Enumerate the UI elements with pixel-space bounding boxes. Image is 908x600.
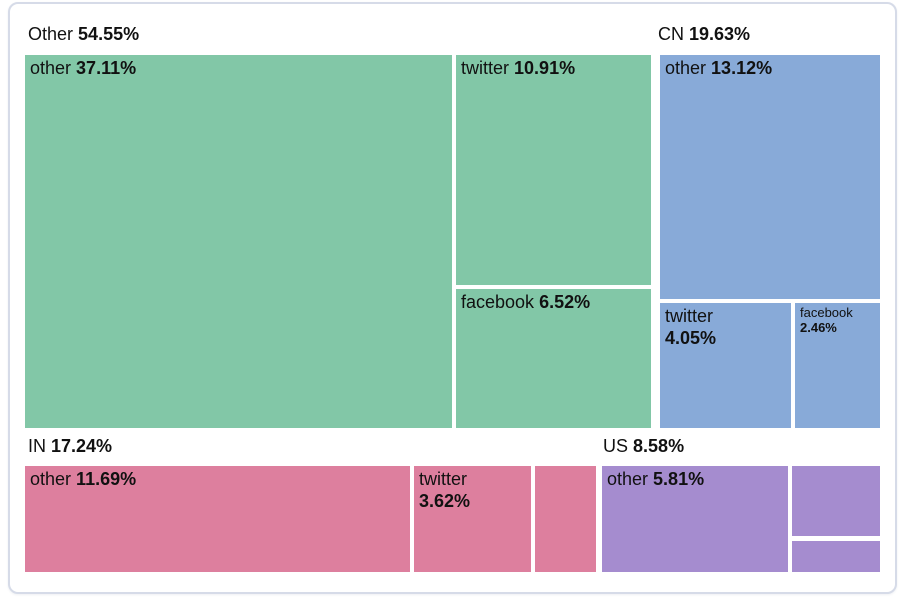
group-value: 8.58% <box>633 436 685 456</box>
group-value: 19.63% <box>689 24 751 44</box>
cell-cn-twitter[interactable]: twitter 4.05% <box>660 303 791 428</box>
cell-value: 10.91% <box>514 58 576 78</box>
cell-value: 11.69% <box>76 469 137 489</box>
cell-label: twitter <box>665 306 714 326</box>
cell-label: other <box>607 469 649 489</box>
cell-label: facebook <box>461 292 535 312</box>
cell-cn-facebook[interactable]: facebook 2.46% <box>795 303 880 428</box>
group-name: US <box>603 436 629 456</box>
cell-value: 3.62% <box>419 491 471 511</box>
cell-in-other[interactable]: other 11.69% <box>25 466 410 572</box>
cell-value: 37.11% <box>76 58 137 78</box>
cell-value: 5.81% <box>653 469 705 489</box>
cell-value: 13.12% <box>711 58 773 78</box>
cell-in-unlabeled[interactable] <box>535 466 596 572</box>
cell-value: 6.52% <box>539 292 591 312</box>
cell-label: other <box>30 58 72 78</box>
group-name: CN <box>658 24 684 44</box>
group-name: Other <box>28 24 74 44</box>
cell-label: twitter <box>419 469 468 489</box>
cell-label: twitter <box>461 58 510 78</box>
cell-other-other[interactable]: other 37.11% <box>25 55 452 428</box>
cell-label: other <box>30 469 72 489</box>
cell-other-twitter[interactable]: twitter 10.91% <box>456 55 651 285</box>
group-label-in: IN 17.24% <box>28 436 112 456</box>
cell-label: other <box>665 58 707 78</box>
cell-label: facebook <box>800 305 853 320</box>
cell-cn-other[interactable]: other 13.12% <box>660 55 880 299</box>
cell-us-unlabeled-2[interactable] <box>792 541 880 572</box>
group-label-cn: CN 19.63% <box>658 24 750 44</box>
cell-other-facebook[interactable]: facebook 6.52% <box>456 289 651 428</box>
group-value: 54.55% <box>78 24 140 44</box>
group-label-us: US 8.58% <box>603 436 684 456</box>
cell-value: 4.05% <box>665 328 717 348</box>
cell-in-twitter[interactable]: twitter 3.62% <box>414 466 531 572</box>
group-name: IN <box>28 436 46 456</box>
group-value: 17.24% <box>51 436 113 456</box>
cell-us-unlabeled-1[interactable] <box>792 466 880 536</box>
cell-value: 2.46% <box>800 320 837 335</box>
cell-us-other[interactable]: other 5.81% <box>602 466 788 572</box>
group-label-other: Other 54.55% <box>28 24 139 44</box>
